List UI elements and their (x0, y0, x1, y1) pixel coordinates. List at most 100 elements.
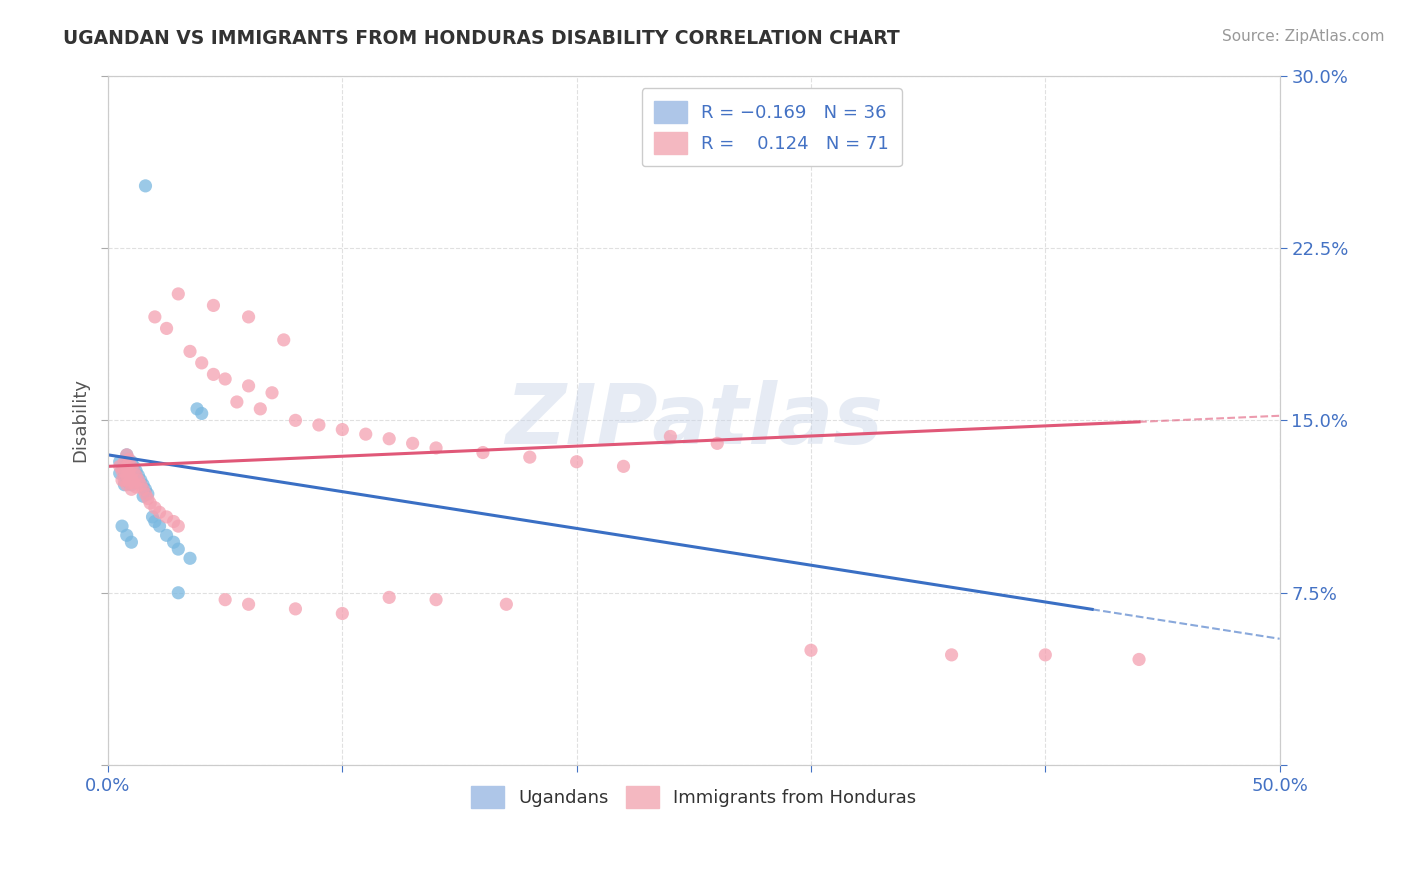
Point (115, 477, 138, 491)
Point (115, 459, 138, 474)
Point (125, 464, 148, 478)
Point (190, 356, 212, 370)
Point (162, 535, 184, 549)
Point (162, 515, 184, 529)
Point (118, 475, 141, 490)
Point (167, 586, 190, 600)
Point (120, 535, 142, 549)
Point (120, 459, 142, 474)
Point (118, 464, 141, 478)
Point (238, 597, 260, 611)
Point (115, 448, 138, 462)
Point (120, 455, 142, 469)
Point (129, 473, 152, 487)
Point (155, 528, 177, 542)
Point (401, 436, 423, 450)
Point (190, 407, 212, 421)
Point (136, 487, 159, 501)
Point (260, 385, 283, 400)
Point (378, 432, 401, 446)
Point (132, 483, 155, 497)
Point (425, 592, 447, 607)
Point (202, 298, 225, 312)
Point (127, 473, 149, 487)
Text: Source: ZipAtlas.com: Source: ZipAtlas.com (1222, 29, 1385, 44)
Point (378, 591, 401, 605)
Point (115, 471, 138, 485)
Point (120, 477, 142, 491)
Point (108, 455, 131, 469)
Point (143, 515, 166, 529)
Point (120, 467, 142, 481)
Point (122, 475, 145, 490)
Point (127, 468, 149, 483)
Point (214, 372, 236, 386)
Point (225, 395, 247, 409)
Point (167, 519, 190, 533)
Point (111, 464, 134, 478)
Point (330, 607, 353, 621)
Point (179, 551, 201, 566)
Text: UGANDAN VS IMMIGRANTS FROM HONDURAS DISABILITY CORRELATION CHART: UGANDAN VS IMMIGRANTS FROM HONDURAS DISA… (63, 29, 900, 47)
Point (284, 602, 307, 616)
Point (112, 477, 135, 491)
Point (155, 321, 177, 335)
Point (148, 505, 170, 519)
Point (115, 448, 138, 462)
Point (167, 287, 190, 301)
Point (141, 510, 163, 524)
Point (148, 519, 170, 533)
Point (471, 445, 494, 459)
Point (134, 178, 156, 193)
Point (112, 455, 135, 469)
Point (112, 473, 135, 487)
Point (111, 473, 134, 487)
Text: ZIPatlas: ZIPatlas (505, 380, 883, 461)
Point (139, 496, 162, 510)
Point (1128, 652, 1150, 666)
Point (941, 648, 963, 662)
Point (155, 510, 177, 524)
Point (111, 519, 134, 533)
Point (249, 401, 271, 416)
Point (115, 528, 138, 542)
Point (132, 489, 155, 503)
Point (132, 477, 155, 491)
Point (120, 471, 142, 485)
Point (122, 471, 145, 485)
Point (112, 464, 135, 478)
Point (1033, 648, 1056, 662)
Point (129, 477, 152, 491)
Point (112, 468, 135, 483)
Point (214, 592, 236, 607)
Point (120, 483, 142, 497)
Point (118, 464, 141, 478)
Point (167, 542, 190, 557)
Point (143, 500, 166, 515)
Point (354, 427, 377, 442)
Point (284, 413, 307, 427)
Point (565, 455, 588, 469)
Point (659, 429, 682, 443)
Point (308, 417, 330, 432)
Point (425, 441, 447, 455)
Point (495, 597, 517, 611)
Point (136, 491, 159, 506)
Point (273, 333, 295, 347)
Point (115, 468, 138, 483)
Point (108, 459, 131, 474)
Point (115, 459, 138, 474)
Point (118, 475, 141, 490)
Point (112, 459, 135, 474)
Point (134, 487, 156, 501)
Point (186, 401, 208, 416)
Point (122, 464, 145, 478)
Point (125, 468, 148, 483)
Point (706, 436, 728, 450)
Point (108, 467, 131, 481)
Point (238, 310, 260, 324)
Point (612, 459, 634, 474)
Legend: Ugandans, Immigrants from Honduras: Ugandans, Immigrants from Honduras (464, 779, 924, 814)
Point (202, 368, 225, 382)
Point (134, 483, 156, 497)
